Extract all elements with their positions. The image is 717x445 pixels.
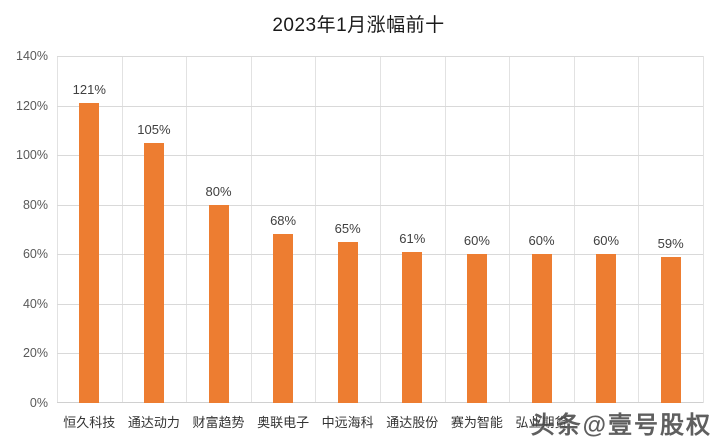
bar	[208, 204, 229, 403]
plot-area: 0% 20% 40% 60% 80% 100% 120% 140% 121% 恒久科技 105% 通达…	[16, 49, 704, 430]
gridline-h	[57, 303, 703, 305]
gridline-v	[380, 56, 381, 403]
x-axis-category-label: 通达动力	[127, 415, 180, 430]
bar-value-label: 121%	[72, 82, 106, 98]
bar	[79, 103, 100, 403]
x-axis-line	[57, 402, 703, 403]
gridline-v	[703, 56, 704, 403]
gridline-v	[186, 56, 188, 403]
bar	[402, 251, 423, 403]
bar-value-label: 80%	[205, 183, 232, 199]
bar-value-label: 105%	[137, 121, 171, 137]
x-axis-category-label: 赛为智能	[450, 415, 503, 430]
x-axis-category-label: 财富趋势	[192, 415, 245, 430]
gridline-h	[57, 204, 703, 206]
y-axis-tick-label: 120%	[16, 98, 48, 113]
bar-value-label: 61%	[399, 230, 426, 246]
x-axis-category-label: 奥联电子	[257, 415, 310, 430]
bar-value-label: 65%	[334, 220, 361, 236]
bar	[273, 234, 294, 403]
y-axis-tick-label: 100%	[16, 148, 48, 163]
gridline-h	[57, 254, 703, 256]
bar	[466, 254, 487, 403]
bar-value-label: 59%	[657, 235, 684, 251]
y-axis-tick-label: 20%	[22, 346, 48, 361]
x-axis-category-label: 恒久科技	[63, 415, 116, 430]
y-axis-tick-label: 80%	[22, 197, 48, 212]
gridline-h	[57, 56, 703, 57]
bar-value-label: 60%	[463, 233, 490, 249]
bar	[596, 254, 617, 403]
gridline-h	[57, 105, 703, 107]
watermark: 头条@壹号股权	[530, 412, 712, 439]
bar-value-label: 60%	[593, 233, 620, 249]
x-axis-category-label: 弘业期货	[515, 415, 568, 430]
gridline-v	[638, 56, 640, 403]
y-axis-tick-label: 140%	[16, 49, 48, 63]
y-axis-tick-label: 0%	[29, 396, 48, 410]
gridline-h	[57, 353, 703, 355]
gridline-v	[573, 56, 575, 403]
bar	[143, 142, 164, 403]
gridline-v	[315, 56, 317, 403]
gridline-v	[444, 56, 446, 403]
bar	[531, 254, 552, 403]
y-axis-tick-label: 40%	[22, 296, 48, 311]
gridline-v	[121, 56, 123, 403]
gridline-v	[57, 56, 58, 403]
bar	[660, 256, 681, 403]
bar-value-label: 68%	[270, 213, 297, 229]
y-axis-tick-label: 60%	[22, 247, 48, 262]
gridline-v	[509, 56, 511, 403]
chart-title: 2023年1月涨幅前十	[272, 15, 445, 36]
x-axis-category-label: 通达股份	[386, 415, 439, 430]
gridline-h	[57, 155, 703, 157]
bar-value-label: 60%	[528, 233, 555, 249]
bar	[337, 241, 358, 403]
gridline-v	[250, 56, 252, 403]
x-axis-category-label: 中远海科	[321, 415, 374, 430]
